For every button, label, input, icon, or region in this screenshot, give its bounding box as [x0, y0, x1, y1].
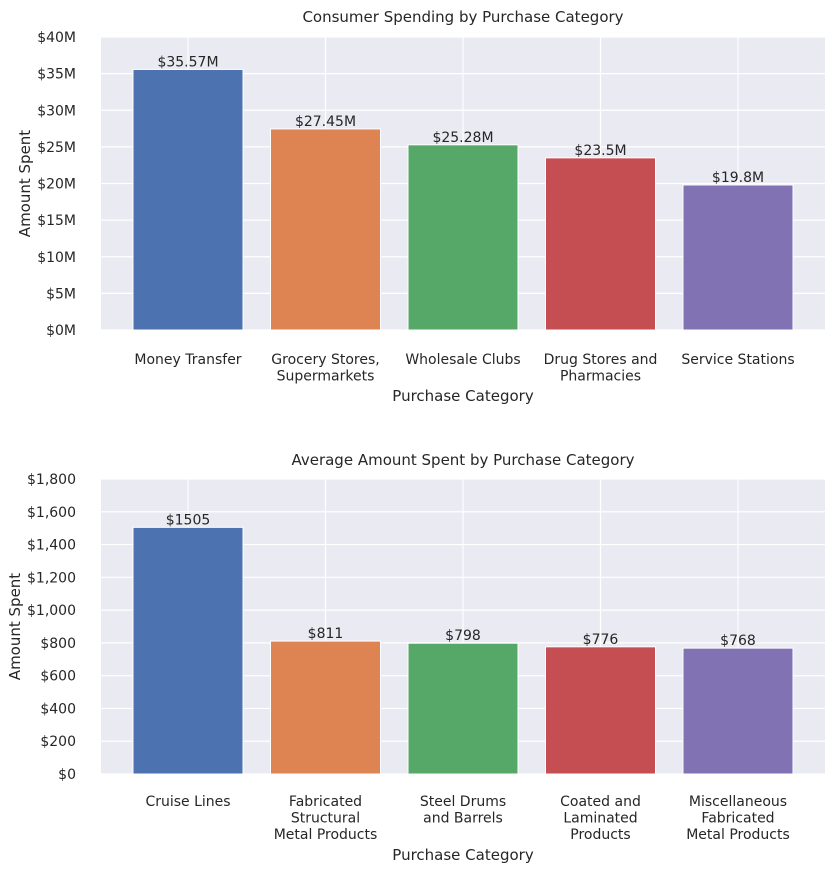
x-tick-label-line: Miscellaneous	[689, 794, 787, 810]
data-label: $25.28M	[432, 130, 493, 146]
bar	[407, 642, 519, 775]
y-tick-label: $1,400	[27, 538, 76, 554]
x-tick-label-line: Service Stations	[681, 352, 794, 368]
y-tick-label: $10M	[37, 250, 76, 266]
data-label: $768	[720, 633, 756, 649]
x-tick-label-line: Steel Drums	[420, 794, 506, 810]
x-tick-label-line: Fabricated	[701, 811, 774, 827]
data-label: $19.8M	[712, 170, 764, 186]
x-tick-label-line: Products	[570, 827, 630, 843]
y-tick-label: $0	[58, 767, 76, 783]
y-tick-label: $30M	[37, 103, 76, 119]
x-tick-label-line: Laminated	[563, 811, 637, 827]
chart-title: Consumer Spending by Purchase Category	[302, 8, 623, 26]
y-tick-label: $35M	[37, 67, 76, 83]
bar	[682, 647, 794, 775]
y-axis-label: Amount Spent	[6, 573, 24, 680]
x-tick-label: Miscellaneous Fabricated Metal Products	[686, 794, 790, 843]
bar	[682, 184, 794, 331]
y-tick-label: $600	[40, 669, 76, 685]
y-tick-label: $200	[40, 734, 76, 750]
y-tick-label: $1,000	[27, 603, 76, 619]
bar	[132, 68, 244, 331]
x-tick-label-line: Grocery Stores,	[271, 352, 379, 368]
x-tick-label-line: Pharmacies	[560, 369, 641, 385]
chart-1: $0M $5M $10M $15M $20M $25M $30M $35M $40M $35.57…	[16, 8, 825, 405]
y-tick-label: $1,200	[27, 570, 76, 586]
x-tick-label: Coated and Laminated Products	[560, 794, 641, 843]
x-tick-label: Fabricated Structural Metal Products	[274, 794, 378, 843]
x-tick-label: Wholesale Clubs	[405, 352, 520, 368]
y-tick-label: $5M	[46, 286, 76, 302]
bar	[132, 526, 244, 775]
x-tick-label-line: Structural	[291, 811, 360, 827]
y-axis-label: Amount Spent	[16, 130, 34, 237]
x-tick-label: Drug Stores and Pharmacies	[544, 352, 658, 385]
y-tick-label: $800	[40, 636, 76, 652]
data-label: $27.45M	[295, 114, 356, 130]
y-tick-label: $1,600	[27, 505, 76, 521]
y-tick-label: $40M	[37, 30, 76, 46]
x-tick-label-line: Metal Products	[686, 827, 790, 843]
x-tick-label-line: Fabricated	[289, 794, 362, 810]
chart-2: $0 $200 $400 $600 $800 $1,000 $1,200 $1,400 $1,6…	[6, 451, 825, 864]
x-tick-label: Grocery Stores, Supermarkets	[271, 352, 379, 385]
bar	[270, 128, 381, 331]
x-tick-label: Cruise Lines	[145, 794, 230, 810]
y-tick-label: $1,800	[27, 472, 76, 488]
x-tick-label: Steel Drums and Barrels	[420, 794, 506, 827]
x-axis-label: Purchase Category	[392, 846, 534, 864]
x-tick-label-line: Supermarkets	[277, 369, 375, 385]
data-label: $23.5M	[574, 143, 626, 159]
x-tick-label-line: Cruise Lines	[145, 794, 230, 810]
y-tick-label: $15M	[37, 213, 76, 229]
x-tick-label-line: Money Transfer	[134, 352, 241, 368]
data-label: $811	[308, 626, 344, 642]
x-tick-label-line: Coated and	[560, 794, 641, 810]
y-tick-label: $0M	[46, 323, 76, 339]
x-tick-label-line: Metal Products	[274, 827, 378, 843]
x-tick-label-line: Drug Stores and	[544, 352, 658, 368]
data-label: $798	[445, 628, 481, 644]
bar	[545, 157, 656, 331]
y-tick-label: $20M	[37, 177, 76, 193]
y-tick-label: $25M	[37, 140, 76, 156]
y-tick-label: $400	[40, 701, 76, 717]
bar	[407, 144, 519, 331]
data-label: $35.57M	[157, 54, 218, 70]
data-label: $776	[583, 632, 619, 648]
x-tick-label: Service Stations	[681, 352, 794, 368]
x-tick-label: Money Transfer	[134, 352, 241, 368]
x-axis-label: Purchase Category	[392, 387, 534, 405]
x-tick-label-line: Wholesale Clubs	[405, 352, 520, 368]
data-label: $1505	[166, 512, 211, 528]
bar	[270, 640, 381, 775]
chart-title: Average Amount Spent by Purchase Categor…	[291, 451, 634, 469]
bar	[545, 646, 656, 775]
x-tick-label-line: and Barrels	[423, 811, 503, 827]
